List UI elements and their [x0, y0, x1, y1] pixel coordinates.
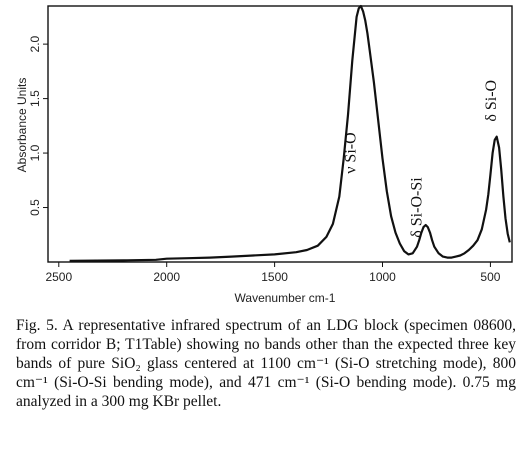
x-tick-label: 1500 — [261, 270, 288, 284]
peak-annotations: ν Si-O δ Si-O-Si δ Si-O — [343, 80, 500, 238]
x-tick-label: 2500 — [45, 270, 72, 284]
peak-annotation: δ Si-O-Si — [408, 177, 425, 238]
peak-annotation: ν Si-O — [343, 132, 360, 173]
y-axis-title: Absorbance Units — [15, 78, 29, 173]
y-axis-ticks: 0.5 1.0 1.5 2.0 — [28, 35, 48, 216]
spectrum-line — [69, 4, 511, 262]
spectrum-series — [69, 4, 511, 262]
x-tick-label: 500 — [480, 270, 500, 284]
plot-border — [47, 5, 513, 263]
x-axis-ticks: 2500 2000 1500 1000 500 — [45, 262, 501, 284]
x-axis-title: Wavenumber cm-1 — [235, 291, 336, 305]
y-tick-label: 0.5 — [28, 199, 42, 216]
peak-annotation: δ Si-O — [483, 80, 500, 122]
x-tick-label: 1000 — [369, 270, 396, 284]
plot-frame — [47, 5, 513, 263]
y-tick-label: 2.0 — [28, 35, 42, 52]
x-tick-label: 2000 — [153, 270, 180, 284]
ir-spectrum-chart: 2500 2000 1500 1000 500 0.5 1.0 1.5 2.0 ν Si-O δ… — [15, 4, 513, 305]
figure-caption: Fig. 5. A representative infrared spectr… — [16, 317, 516, 410]
y-tick-label: 1.0 — [28, 144, 42, 161]
y-tick-label: 1.5 — [28, 90, 42, 107]
